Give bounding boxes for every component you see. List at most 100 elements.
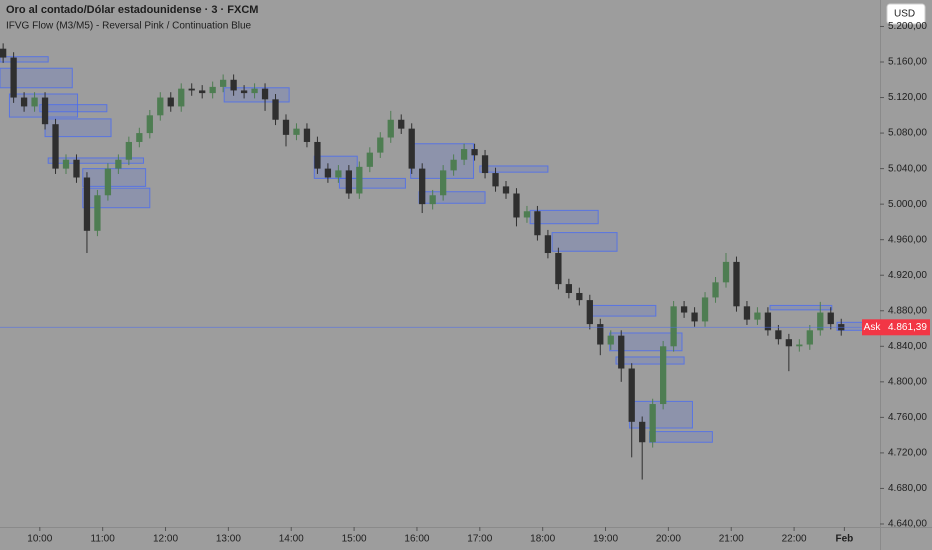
candle-body	[722, 261, 730, 283]
y-tick-label: 4.960,00	[888, 234, 927, 245]
candle-body	[209, 86, 216, 94]
fvg-zone	[47, 157, 145, 164]
candle-body	[188, 88, 195, 91]
fvg-zone	[0, 67, 73, 89]
candle-body	[523, 211, 531, 218]
candle-body	[261, 88, 269, 100]
fvg-zone	[551, 232, 618, 252]
candle-body	[52, 124, 59, 169]
candle-body	[398, 119, 405, 129]
y-tick-label: 5.200,00	[888, 21, 927, 32]
candle-body	[230, 79, 237, 91]
x-tick-label: 13:00	[216, 534, 241, 545]
candle-body	[387, 119, 394, 138]
candle-body	[764, 312, 772, 331]
y-tick-label: 5.040,00	[888, 163, 927, 174]
y-tick-label: 4.720,00	[888, 448, 927, 459]
candle-body	[240, 90, 248, 94]
x-tick-label: 17:00	[467, 534, 492, 545]
y-tick-label: 4.640,00	[888, 519, 927, 530]
candle-body	[31, 97, 38, 107]
y-tick-label: 4.800,00	[888, 376, 927, 387]
fvg-zone	[649, 431, 713, 443]
fvg-zone	[82, 168, 147, 187]
ask-price: 4.861,39	[888, 322, 927, 333]
candle-body	[293, 128, 300, 135]
chart-title: Oro al contado/Dólar estadounidense · 3 …	[6, 4, 258, 16]
candle-body	[272, 99, 279, 120]
x-tick-label: 10:00	[27, 534, 52, 545]
candle-body	[796, 344, 803, 347]
candle-body	[691, 312, 698, 322]
candle-body	[743, 306, 751, 320]
x-tick-label: 14:00	[279, 534, 304, 545]
candle-body	[303, 128, 311, 142]
candle-body	[366, 152, 373, 167]
candle-body	[471, 149, 478, 156]
candle-body	[534, 211, 541, 236]
candle-body	[62, 159, 70, 169]
candle-body	[701, 297, 709, 322]
x-tick-label: 21:00	[719, 534, 744, 545]
candle-body	[335, 170, 342, 178]
candle-body	[157, 97, 164, 116]
candle-body	[314, 141, 321, 169]
y-tick-label: 4.880,00	[888, 305, 927, 316]
candle-body	[680, 306, 688, 313]
candle-body	[576, 292, 583, 301]
y-tick-label: 5.160,00	[888, 57, 927, 68]
y-tick-label: 5.120,00	[888, 92, 927, 103]
candle-body	[492, 173, 499, 187]
candle-body	[670, 306, 677, 347]
y-tick-label: 5.080,00	[888, 128, 927, 139]
ask-price-tag	[882, 319, 930, 336]
candle-body	[597, 324, 604, 345]
currency-label[interactable]: USD	[894, 9, 915, 20]
x-tick-label: 12:00	[153, 534, 178, 545]
x-tick-label: 19:00	[593, 534, 618, 545]
indicator-label: IFVG Flow (M3/M5) - Reversal Pink / Cont…	[6, 21, 252, 32]
candle-body	[806, 330, 813, 345]
currency-button[interactable]	[886, 3, 926, 25]
ask-label: Ask	[864, 322, 882, 333]
candle-body	[20, 97, 28, 107]
candle-body	[429, 195, 436, 205]
fvg-zone	[338, 177, 406, 189]
candle-body	[544, 235, 552, 254]
candle-body	[0, 48, 7, 58]
candle-body	[178, 88, 185, 107]
plot	[0, 43, 880, 480]
candle-body	[41, 97, 49, 125]
x-tick-label: 18:00	[530, 534, 555, 545]
fvg-zone	[588, 304, 657, 317]
candle-body	[94, 195, 101, 231]
y-tick-label: 4.680,00	[888, 483, 927, 494]
candle-body	[377, 137, 384, 153]
candle-body	[324, 168, 332, 178]
candle-body	[618, 335, 625, 369]
candle-body	[607, 335, 614, 345]
candle-body	[73, 159, 80, 178]
candle-body	[115, 159, 122, 169]
candle-body	[649, 404, 656, 443]
candle-body	[167, 97, 174, 107]
fvg-zone	[479, 165, 549, 173]
candle-body	[555, 253, 562, 285]
x-tick-label: 20:00	[656, 534, 681, 545]
y-tick-label: 4.920,00	[888, 270, 927, 281]
candle-body	[125, 141, 132, 160]
y-tick-label: 4.840,00	[888, 341, 927, 352]
candle-body	[785, 339, 792, 347]
x-tick-label: 15:00	[342, 534, 367, 545]
candle-body	[83, 177, 91, 231]
x-tick-label: 22:00	[782, 534, 807, 545]
candle-body	[282, 119, 290, 135]
x-tick-label: Feb	[835, 534, 853, 545]
candle-body	[146, 115, 153, 134]
fvg-zone	[418, 191, 486, 204]
candle-body	[586, 300, 593, 325]
fvg-zone	[82, 187, 151, 209]
candle-body	[565, 284, 572, 293]
